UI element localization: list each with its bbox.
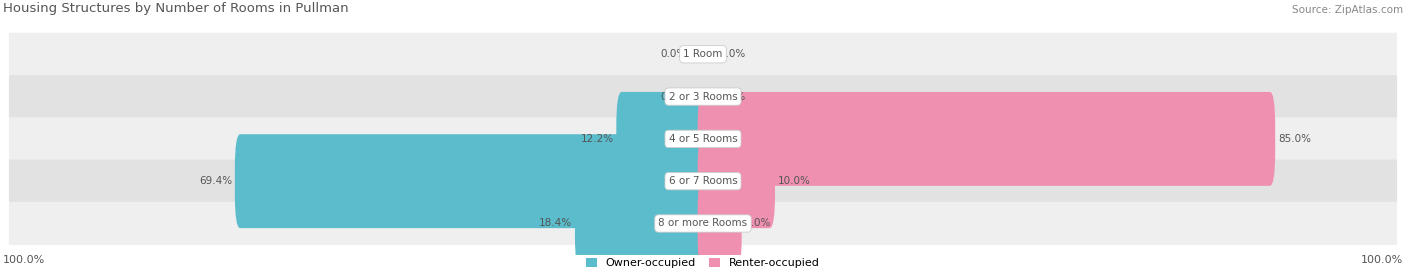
Text: 0.0%: 0.0%	[659, 91, 686, 102]
Text: 6 or 7 Rooms: 6 or 7 Rooms	[669, 176, 737, 186]
FancyBboxPatch shape	[8, 117, 1398, 160]
Text: Source: ZipAtlas.com: Source: ZipAtlas.com	[1292, 5, 1403, 15]
Text: 100.0%: 100.0%	[3, 255, 45, 265]
Text: 12.2%: 12.2%	[581, 134, 613, 144]
Legend: Owner-occupied, Renter-occupied: Owner-occupied, Renter-occupied	[586, 258, 820, 268]
FancyBboxPatch shape	[697, 134, 775, 228]
Text: 4 or 5 Rooms: 4 or 5 Rooms	[669, 134, 737, 144]
FancyBboxPatch shape	[8, 160, 1398, 203]
FancyBboxPatch shape	[8, 202, 1398, 245]
Text: 0.0%: 0.0%	[720, 49, 747, 59]
Text: 18.4%: 18.4%	[538, 218, 572, 228]
FancyBboxPatch shape	[8, 75, 1398, 118]
FancyBboxPatch shape	[697, 92, 1275, 186]
Text: 0.0%: 0.0%	[659, 49, 686, 59]
FancyBboxPatch shape	[8, 33, 1398, 76]
FancyBboxPatch shape	[616, 92, 709, 186]
Text: 85.0%: 85.0%	[1278, 134, 1310, 144]
Text: 10.0%: 10.0%	[778, 176, 811, 186]
Text: 0.0%: 0.0%	[720, 91, 747, 102]
Text: 69.4%: 69.4%	[200, 176, 232, 186]
Text: 5.0%: 5.0%	[744, 218, 770, 228]
Text: 100.0%: 100.0%	[1361, 255, 1403, 265]
Text: 8 or more Rooms: 8 or more Rooms	[658, 218, 748, 228]
FancyBboxPatch shape	[697, 176, 742, 269]
Text: 2 or 3 Rooms: 2 or 3 Rooms	[669, 91, 737, 102]
FancyBboxPatch shape	[575, 176, 709, 269]
FancyBboxPatch shape	[235, 134, 709, 228]
Text: Housing Structures by Number of Rooms in Pullman: Housing Structures by Number of Rooms in…	[3, 2, 349, 15]
Text: 1 Room: 1 Room	[683, 49, 723, 59]
